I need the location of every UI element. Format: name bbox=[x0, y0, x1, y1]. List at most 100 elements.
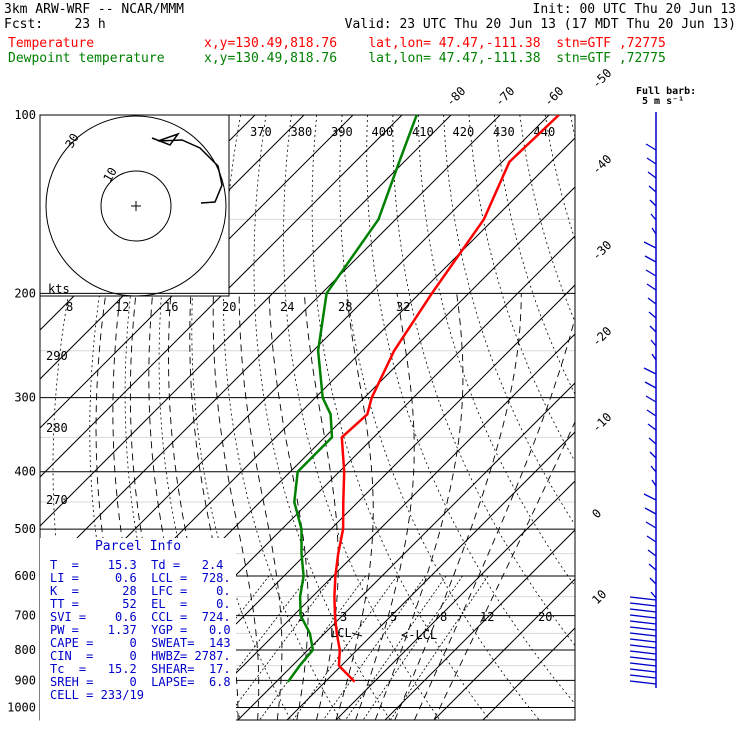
hodograph-speed-label: 8 bbox=[66, 300, 73, 314]
hodograph: 10 30 kts bbox=[39, 114, 230, 297]
parcel-info-panel: Parcel Info T = 15.3 Td = 2.4 LI = 0.6 L… bbox=[40, 538, 236, 726]
mixing-ratio-label: 20 bbox=[538, 610, 552, 624]
dry-adiabat bbox=[723, 115, 740, 720]
temperature-tick-label: -60 bbox=[541, 84, 566, 109]
hodograph-speed-label: 12 bbox=[115, 300, 129, 314]
dry-adiabat bbox=[311, 115, 490, 720]
parcel-row: Tc = 15.2 SHEAR= 17. bbox=[50, 662, 231, 676]
moist-adiabat bbox=[394, 293, 522, 720]
model-title: 3km ARW-WRF -- NCAR/MMM bbox=[4, 2, 185, 17]
wind-barb bbox=[629, 638, 657, 643]
pressure-tick-label: 800 bbox=[14, 643, 36, 657]
dry-adiabat bbox=[339, 115, 540, 720]
mixing-ratio-label: 3 bbox=[340, 610, 347, 624]
hodograph-kts-label: kts bbox=[48, 282, 70, 296]
wind-barb bbox=[643, 493, 657, 501]
isotherm-line bbox=[286, 431, 575, 720]
wind-barb bbox=[647, 297, 657, 305]
temperature-tick-label: 10 bbox=[589, 587, 609, 607]
wind-barb bbox=[648, 563, 657, 571]
wind-barb bbox=[651, 353, 657, 361]
parcel-row: K = 28 LFC = 0. bbox=[50, 584, 231, 598]
wind-barb bbox=[629, 650, 657, 655]
dry-adiabat bbox=[672, 115, 740, 720]
mixing-ratio-line bbox=[224, 575, 334, 720]
wind-barb bbox=[650, 213, 657, 221]
wind-barb bbox=[629, 632, 657, 637]
lcl-label: LCL bbox=[330, 626, 352, 640]
wind-barb bbox=[651, 479, 657, 487]
wind-barb bbox=[648, 311, 657, 319]
theta-e-label: 430 bbox=[493, 125, 515, 139]
isotherm-line bbox=[40, 115, 403, 478]
mixing-ratio-label: 8 bbox=[440, 610, 447, 624]
dry-adiabat bbox=[253, 115, 391, 720]
mixing-ratio-label: 5 bbox=[390, 610, 397, 624]
mixing-ratio-line bbox=[390, 575, 489, 720]
moist-adiabat bbox=[355, 293, 415, 720]
parcel-row: CELL = 233/19 bbox=[50, 688, 144, 702]
parcel-row: CIN = 0 HWBZ= 2787. bbox=[50, 649, 231, 663]
wind-barb bbox=[645, 521, 657, 529]
temperature-line bbox=[333, 115, 560, 683]
moist-adiabat bbox=[335, 293, 374, 720]
temperature-tick-label: -30 bbox=[589, 238, 614, 263]
isotherm-line bbox=[40, 115, 452, 527]
mixing-ratio-line bbox=[345, 575, 447, 720]
dry-adiabat bbox=[366, 115, 575, 705]
wind-barb bbox=[643, 241, 657, 249]
lcl-label: <-LCL bbox=[401, 628, 437, 642]
theta-e-label: 400 bbox=[372, 125, 394, 139]
parcel-info-title: Parcel Info bbox=[94, 539, 182, 554]
theta-e-label: 380 bbox=[291, 125, 313, 139]
wind-barb bbox=[646, 409, 657, 417]
profile-series bbox=[286, 115, 560, 683]
pressure-tick-label: 300 bbox=[14, 391, 36, 405]
parcel-row: T = 15.3 Td = 2.4 bbox=[50, 558, 224, 572]
hodograph-ring bbox=[45, 115, 227, 297]
parcel-row: SVI = 0.6 CCL = 724. bbox=[50, 610, 231, 624]
dry-adiabat bbox=[697, 115, 740, 720]
temperature-tick-label: -40 bbox=[589, 152, 614, 177]
temperature-location: x,y=130.49,818.76 lat,lon= 47.47,-111.38… bbox=[204, 36, 666, 51]
wind-barb bbox=[644, 507, 657, 515]
dry-adiabat bbox=[468, 115, 575, 463]
wind-barb bbox=[629, 656, 657, 661]
hodograph-ring-label: 30 bbox=[62, 131, 81, 151]
theta-e-label: 290 bbox=[46, 349, 68, 363]
isotherm-line bbox=[237, 382, 575, 720]
wind-barb bbox=[629, 614, 657, 619]
wind-barb bbox=[629, 674, 657, 679]
wind-barb bbox=[649, 325, 657, 333]
hodograph-speed-label: 24 bbox=[280, 300, 294, 314]
wind-barb bbox=[647, 171, 657, 179]
isotherm-line bbox=[188, 333, 575, 720]
pressure-tick-label: 700 bbox=[14, 609, 36, 623]
hodograph-ring bbox=[100, 170, 172, 242]
temperature-tick-label: -50 bbox=[589, 66, 614, 91]
parcel-row: PW = 1.37 YGP = 0.0 bbox=[50, 623, 231, 637]
theta-e-label: 390 bbox=[331, 125, 353, 139]
temperature-tick-label: -80 bbox=[443, 84, 468, 109]
wind-barb bbox=[650, 591, 657, 599]
forecast-hour: Fcst: 23 h bbox=[4, 17, 106, 32]
theta-e-label: 410 bbox=[412, 125, 434, 139]
wind-barb bbox=[647, 423, 657, 431]
hodograph-speed-label: 32 bbox=[396, 300, 410, 314]
dewpoint-line bbox=[286, 115, 418, 683]
wind-barb bbox=[648, 437, 657, 445]
wind-barb bbox=[649, 577, 657, 585]
dry-adiabat bbox=[443, 115, 575, 526]
wind-barb bbox=[629, 662, 657, 667]
wind-barb bbox=[646, 283, 657, 291]
moist-adiabat bbox=[374, 293, 464, 720]
dry-adiabat bbox=[494, 115, 575, 396]
annotations: LCL <-LCL bbox=[330, 626, 437, 642]
wind-barbs bbox=[629, 112, 657, 688]
wind-barb bbox=[645, 395, 657, 403]
wind-barb bbox=[643, 367, 657, 375]
pressure-tick-label: 500 bbox=[14, 522, 36, 536]
wind-barb bbox=[651, 227, 657, 235]
hodograph-speed-label: 28 bbox=[338, 300, 352, 314]
mixing-ratio-line bbox=[362, 575, 463, 720]
